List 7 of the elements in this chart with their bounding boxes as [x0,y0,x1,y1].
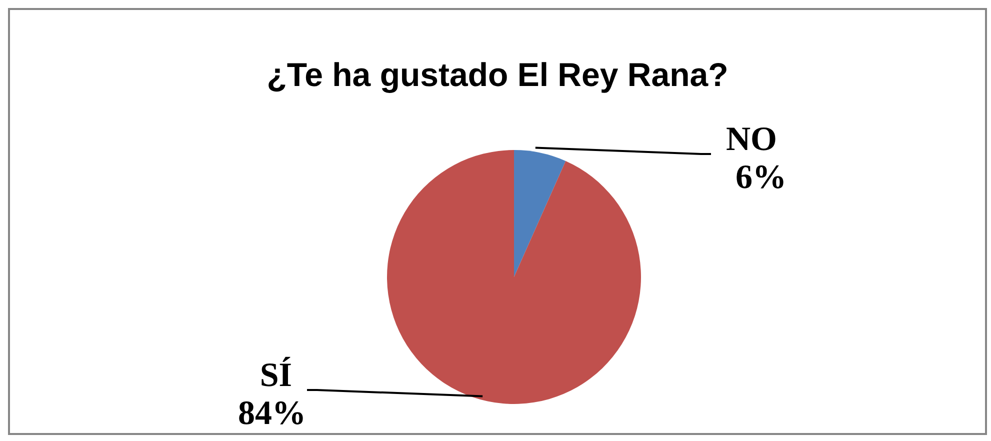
slice-label: NO [726,120,777,158]
slice-label: SÍ [260,356,292,394]
chart-title: ¿Te ha gustado El Rey Rana? [266,56,730,94]
pie-slice [387,150,641,404]
data-label: 84% [238,395,306,432]
data-label: 6% [736,158,786,196]
pie-slice [514,150,566,277]
